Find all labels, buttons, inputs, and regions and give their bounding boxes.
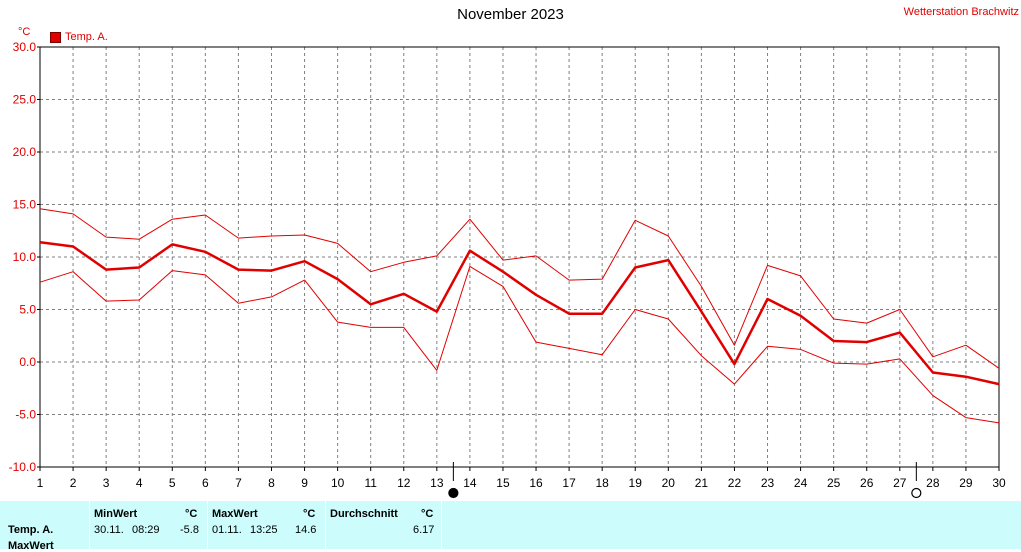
x-tick-label: 16: [529, 476, 543, 490]
x-tick-label: 4: [136, 476, 143, 490]
min-time: 08:29: [132, 524, 160, 536]
divider: [89, 501, 90, 549]
x-tick-label: 3: [103, 476, 110, 490]
max-date: 01.11.: [212, 524, 242, 536]
avg-unit: °C: [421, 508, 434, 520]
legend: Temp. A.: [50, 31, 108, 43]
row2-label: MaxWert: [8, 540, 54, 552]
y-tick-label: -5.0: [15, 408, 36, 422]
x-tick-label: 17: [562, 476, 576, 490]
legend-label: Temp. A.: [65, 31, 108, 43]
divider: [207, 501, 208, 549]
x-tick-label: 30: [992, 476, 1006, 490]
y-tick-label: 20.0: [13, 145, 37, 159]
series-line-mean: [39, 241, 1000, 386]
max-header: MaxWert: [212, 508, 258, 520]
x-axis-ticks: 1 2 3 4 5 6 7 8 9 10 11 12 13 14 15 16 17 18 19 20 21 22 23 24 2…: [37, 467, 1006, 490]
row-label: Temp. A.: [8, 524, 54, 536]
x-tick-label: 6: [202, 476, 209, 490]
x-tick-label: 9: [301, 476, 308, 490]
series-line-min: [39, 265, 1000, 424]
x-tick-label: 23: [761, 476, 775, 490]
y-axis-unit: °C: [18, 26, 31, 38]
moon-phase-markers: [448, 462, 922, 499]
plot-frame: [39, 46, 1000, 468]
x-tick-label: 12: [397, 476, 411, 490]
y-tick-label: 0.0: [19, 355, 36, 369]
y-tick-label: 5.0: [19, 303, 36, 317]
grid: [40, 47, 999, 467]
x-tick-label: 25: [827, 476, 841, 490]
y-axis-ticks: 30.0 25.0 20.0 15.0 10.0 5.0 0.0 -5.0 -10.0: [9, 40, 40, 474]
min-value: -5.8: [180, 524, 199, 536]
x-tick-label: 20: [662, 476, 676, 490]
x-tick-label: 21: [695, 476, 709, 490]
y-tick-label: 10.0: [13, 250, 37, 264]
max-time: 13:25: [250, 524, 278, 536]
x-tick-label: 1: [37, 476, 44, 490]
y-tick-label: 15.0: [13, 198, 37, 212]
x-tick-label: 8: [268, 476, 275, 490]
y-tick-label: -10.0: [9, 460, 37, 474]
divider: [441, 501, 442, 549]
max-value: 14.6: [295, 524, 317, 536]
y-tick-label: 25.0: [13, 93, 37, 107]
avg-value: 6.17: [413, 524, 435, 536]
new-moon-icon: [448, 487, 459, 499]
series-line-max: [39, 208, 1000, 369]
x-tick-label: 29: [959, 476, 973, 490]
x-tick-label: 15: [496, 476, 510, 490]
x-tick-label: 27: [893, 476, 907, 490]
y-tick-label: 30.0: [13, 40, 37, 54]
min-header: MinWert: [94, 508, 138, 520]
divider: [325, 501, 326, 549]
station-name: Wetterstation Brachwitz: [903, 6, 1019, 18]
x-tick-label: 24: [794, 476, 808, 490]
x-tick-label: 22: [728, 476, 742, 490]
x-tick-label: 5: [169, 476, 176, 490]
full-moon-icon: [911, 487, 922, 499]
x-tick-label: 13: [430, 476, 444, 490]
chart-title: November 2023: [457, 6, 564, 23]
x-tick-label: 19: [629, 476, 643, 490]
series-lines: [39, 208, 1000, 424]
stats-table: Temp. A. MaxWert MinWert °C 30.11. 08:29…: [0, 501, 1021, 552]
x-tick-label: 14: [463, 476, 477, 490]
avg-header: Durchschnitt: [330, 508, 398, 520]
x-tick-label: 28: [926, 476, 940, 490]
min-unit: °C: [185, 508, 198, 520]
x-tick-label: 7: [235, 476, 242, 490]
max-unit: °C: [303, 508, 316, 520]
x-tick-label: 2: [70, 476, 77, 490]
min-date: 30.11.: [94, 524, 124, 536]
x-tick-label: 11: [364, 476, 377, 490]
legend-swatch-icon: [50, 31, 61, 43]
x-tick-label: 18: [595, 476, 609, 490]
x-tick-label: 26: [860, 476, 874, 490]
x-tick-label: 10: [331, 476, 345, 490]
